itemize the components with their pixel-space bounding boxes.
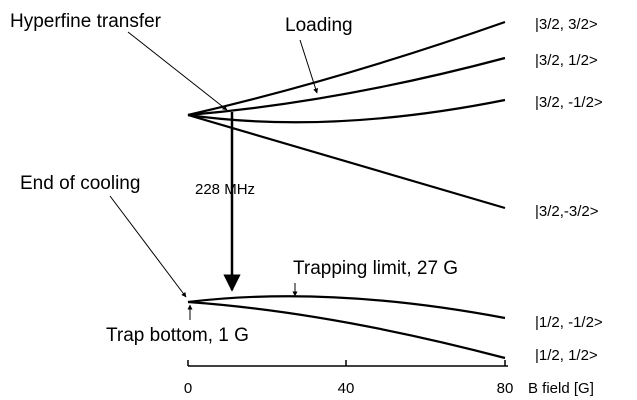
pointer-arrow [109, 195, 187, 298]
level-curve [187, 300, 506, 360]
state-label: |1/2, -1/2> [535, 314, 603, 331]
level-curve [187, 113, 506, 210]
annotation: Loading [285, 15, 353, 36]
annotation: 228 MHz [195, 181, 255, 198]
tick-label: 80 [497, 380, 514, 397]
state-label: |3/2, 3/2> [535, 16, 598, 33]
pointer-arrow [299, 39, 319, 94]
pointer-arrow [127, 31, 228, 111]
state-label: |3/2, 1/2> [535, 52, 598, 69]
level-curve [187, 20, 506, 117]
level-curve [187, 56, 506, 117]
state-label: |1/2, 1/2> [535, 347, 598, 364]
annotation: Hyperfine transfer [10, 11, 162, 32]
annotation: End of cooling [20, 173, 140, 194]
annotation: Trapping limit, 27 G [293, 258, 458, 279]
axis-label: B field [G] [528, 380, 594, 397]
level-curve [187, 98, 506, 124]
state-label: |3/2, -1/2> [535, 94, 603, 111]
tick-label: 0 [184, 380, 192, 397]
state-label: |3/2,-3/2> [535, 203, 599, 220]
tick-label: 40 [338, 380, 355, 397]
level-curve [187, 295, 506, 320]
annotation: Trap bottom, 1 G [106, 325, 249, 346]
